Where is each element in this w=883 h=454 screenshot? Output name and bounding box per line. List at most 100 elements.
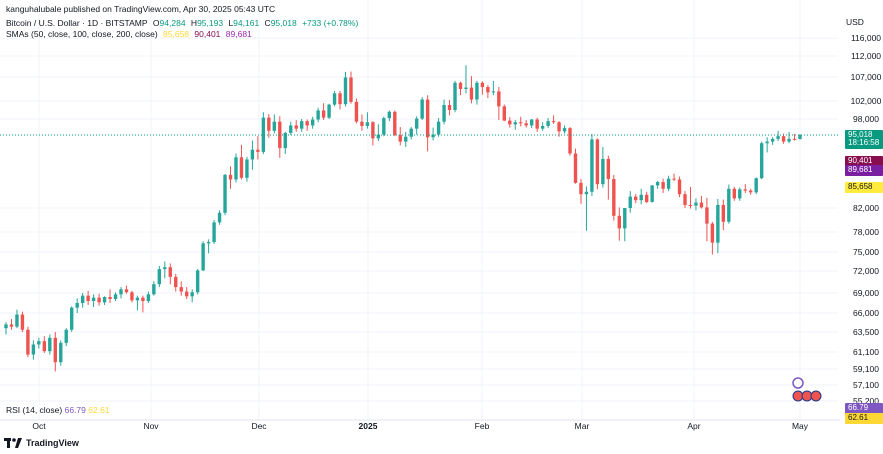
- candle: [710, 221, 715, 255]
- sma200-badge: 89,681: [845, 165, 883, 176]
- candle: [64, 328, 68, 347]
- x-tick-label: Oct: [32, 421, 46, 431]
- candle: [727, 184, 731, 224]
- candle: [201, 241, 205, 271]
- candle: [529, 119, 534, 129]
- candle: [787, 131, 791, 144]
- sma50-value: 85,658: [163, 29, 190, 39]
- sma100-value: 90,401: [194, 29, 221, 39]
- candle: [606, 155, 611, 200]
- candle: [108, 289, 112, 303]
- y-tick-label: 82,000: [853, 203, 879, 213]
- candle: [53, 332, 57, 372]
- candle: [86, 290, 90, 305]
- candle: [163, 261, 167, 279]
- svg-text:18:16:58: 18:16:58: [848, 138, 880, 147]
- candle: [37, 337, 41, 349]
- candle: [124, 285, 129, 294]
- y-tick-label: 61,100: [853, 347, 879, 357]
- candle: [519, 116, 523, 127]
- candle: [749, 188, 753, 195]
- candle: [48, 334, 52, 355]
- y-tick-label: 75,000: [853, 247, 879, 257]
- symbol-legend: Bitcoin / U.S. Dollar · 1D · BITSTAMP O9…: [6, 18, 364, 28]
- candle: [738, 187, 742, 201]
- candle: [272, 114, 277, 134]
- y-tick-label: 69,000: [853, 288, 879, 298]
- svg-text:95,018: 95,018: [848, 130, 873, 139]
- candle: [480, 81, 485, 95]
- candle: [26, 326, 30, 358]
- candle: [179, 281, 183, 296]
- candle: [212, 220, 216, 244]
- candle: [75, 298, 79, 313]
- candle: [650, 184, 654, 203]
- x-axis: Oct Nov Dec 2025 Feb Mar Apr May: [32, 421, 808, 431]
- candle: [431, 127, 435, 141]
- candle: [31, 340, 36, 360]
- candle: [70, 306, 74, 332]
- candle: [634, 194, 638, 204]
- candle: [798, 134, 802, 140]
- candle: [425, 95, 430, 152]
- tradingview-footer[interactable]: TradingView: [4, 438, 79, 448]
- candle: [628, 191, 632, 213]
- y-tick-label: 98,000: [853, 114, 879, 124]
- y-tick-label: 78,000: [853, 227, 879, 237]
- candle: [305, 119, 309, 131]
- candle: [97, 293, 101, 306]
- candle: [157, 265, 162, 288]
- candle: [469, 76, 474, 104]
- symbol-label[interactable]: Bitcoin / U.S. Dollar · 1D · BITSTAMP: [6, 18, 148, 28]
- candles: [4, 65, 802, 372]
- candle: [299, 119, 304, 132]
- candle: [644, 191, 649, 204]
- candle: [349, 71, 353, 104]
- candle: [404, 131, 408, 148]
- candle: [442, 99, 446, 125]
- candle: [250, 140, 255, 170]
- candle: [294, 120, 298, 132]
- y-tick-label: 59,100: [853, 364, 879, 374]
- rsi-legend[interactable]: RSI (14, close) 66.79 62.61: [6, 405, 110, 415]
- candle: [267, 114, 271, 138]
- rsi-value-1: 66.79: [64, 405, 86, 415]
- rsi1-badge: 66.79: [845, 403, 883, 414]
- candle: [409, 127, 413, 140]
- candle: [365, 112, 370, 129]
- candle: [557, 121, 561, 137]
- candle: [770, 137, 775, 145]
- y-tick-label: 107,000: [851, 72, 882, 82]
- candle: [694, 198, 698, 211]
- x-tick-label: Feb: [475, 421, 490, 431]
- candle: [661, 178, 665, 193]
- candle: [595, 138, 600, 190]
- candle: [146, 291, 151, 303]
- svg-text:66.79: 66.79: [848, 403, 869, 412]
- candle: [102, 296, 107, 305]
- candle: [639, 188, 643, 205]
- y-tick-label: 57,100: [853, 380, 879, 390]
- candle: [579, 179, 583, 204]
- candle: [4, 322, 8, 335]
- y-tick-label: 102,000: [851, 96, 882, 106]
- candle: [562, 125, 567, 134]
- candle: [371, 121, 375, 146]
- candle: [316, 107, 320, 123]
- chart-grid: [0, 0, 840, 421]
- candle: [508, 117, 512, 128]
- currency-label[interactable]: USD: [846, 17, 864, 27]
- candle: [759, 141, 764, 180]
- candle: [256, 136, 260, 160]
- candle: [721, 199, 726, 231]
- sma-label: SMAs (50, close, 100, close, 200, close): [6, 29, 158, 39]
- sma-legend[interactable]: SMAs (50, close, 100, close, 200, close)…: [6, 29, 255, 39]
- candle: [42, 336, 47, 353]
- candle: [152, 281, 156, 296]
- svg-text:85,658: 85,658: [848, 182, 873, 191]
- candle: [546, 118, 550, 129]
- candle: [387, 110, 392, 122]
- candle: [590, 134, 594, 196]
